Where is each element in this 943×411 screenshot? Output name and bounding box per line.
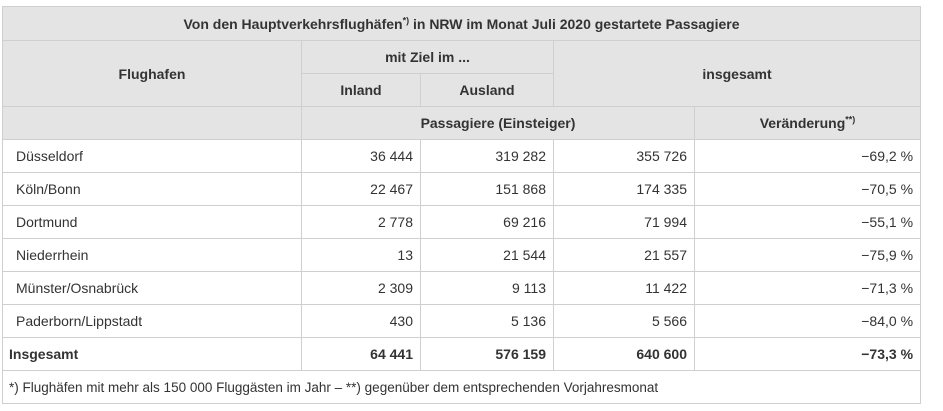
total-label: Insgesamt <box>2 337 302 371</box>
header-veraenderung-label: Veränderung <box>759 115 846 131</box>
table-row: Düsseldorf 36 444 319 282 355 726 −69,2 … <box>2 139 922 173</box>
total-inland: 64 441 <box>301 337 421 371</box>
title-footnote-mark: *) <box>402 14 410 25</box>
veraenderung-value: −71,3 % <box>693 271 922 305</box>
veraenderung-value: −75,9 % <box>693 238 922 272</box>
header-row-3: Passagiere (Einsteiger) Veränderung**) <box>2 106 922 140</box>
insgesamt-value: 11 422 <box>553 271 695 305</box>
header-veraenderung-footnote-mark: **) <box>845 114 856 125</box>
veraenderung-value: −84,0 % <box>693 304 922 338</box>
title-text-rest: in NRW im Monat Juli 2020 gestartete Pas… <box>409 15 740 32</box>
header-row-1: Flughafen mit Ziel im ... insgesamt <box>2 40 922 107</box>
footnote-row: *) Flughäfen mit mehr als 150 000 Fluggä… <box>1 370 922 404</box>
ausland-value: 9 113 <box>420 271 554 305</box>
title-text: Von den Hauptverkehrsflughäfen <box>183 15 403 32</box>
header-empty <box>2 106 302 140</box>
airport-name: Dortmund <box>2 205 302 239</box>
insgesamt-value: 21 557 <box>553 238 695 272</box>
veraenderung-value: −55,1 % <box>693 205 922 239</box>
airport-name: Köln/Bonn <box>2 172 302 206</box>
ausland-value: 21 544 <box>420 238 554 272</box>
table-row: Münster/Osnabrück 2 309 9 113 11 422 −71… <box>2 271 922 305</box>
airport-name: Niederrhein <box>2 238 302 272</box>
total-ausland: 576 159 <box>420 337 554 371</box>
inland-value: 430 <box>301 304 421 338</box>
veraenderung-value: −70,5 % <box>693 172 922 206</box>
table-row: Dortmund 2 778 69 216 71 994 −55,1 % <box>2 205 922 239</box>
ausland-value: 69 216 <box>420 205 554 239</box>
table-row: Niederrhein 13 21 544 21 557 −75,9 % <box>2 238 922 272</box>
ausland-value: 319 282 <box>420 139 554 173</box>
header-flughafen: Flughafen <box>2 40 302 107</box>
header-inland: Inland <box>301 73 421 107</box>
ausland-value: 151 868 <box>420 172 554 206</box>
total-veraenderung: −73,3 % <box>693 337 922 371</box>
header-passagiere: Passagiere (Einsteiger) <box>301 106 695 140</box>
inland-value: 13 <box>301 238 421 272</box>
airport-name: Düsseldorf <box>2 139 302 173</box>
passenger-table: Von den Hauptverkehrsflughäfen*) in NRW … <box>1 6 922 404</box>
inland-value: 36 444 <box>301 139 421 173</box>
airport-name: Münster/Osnabrück <box>2 271 302 305</box>
total-row: Insgesamt 64 441 576 159 640 600 −73,3 % <box>2 337 922 371</box>
header-mit-ziel: mit Ziel im ... <box>301 40 554 74</box>
insgesamt-value: 355 726 <box>553 139 695 173</box>
airport-name: Paderborn/Lippstadt <box>2 304 302 338</box>
veraenderung-value: −69,2 % <box>693 139 922 173</box>
insgesamt-value: 5 566 <box>553 304 695 338</box>
total-insgesamt: 640 600 <box>553 337 695 371</box>
footnote: *) Flughäfen mit mehr als 150 000 Fluggä… <box>1 370 922 404</box>
inland-value: 22 467 <box>301 172 421 206</box>
table-row: Köln/Bonn 22 467 151 868 174 335 −70,5 % <box>2 172 922 206</box>
header-veraenderung: Veränderung**) <box>693 106 922 140</box>
title-row: Von den Hauptverkehrsflughäfen*) in NRW … <box>1 6 922 41</box>
header-ausland: Ausland <box>420 73 554 107</box>
table-row: Paderborn/Lippstadt 430 5 136 5 566 −84,… <box>2 304 922 338</box>
insgesamt-value: 71 994 <box>553 205 695 239</box>
ausland-value: 5 136 <box>420 304 554 338</box>
table-title: Von den Hauptverkehrsflughäfen*) in NRW … <box>1 6 922 41</box>
header-insgesamt: insgesamt <box>552 40 922 107</box>
header-row-2: Inland Ausland <box>3 73 921 107</box>
inland-value: 2 309 <box>301 271 421 305</box>
inland-value: 2 778 <box>301 205 421 239</box>
insgesamt-value: 174 335 <box>553 172 695 206</box>
passenger-table-container: Von den Hauptverkehrsflughäfen*) in NRW … <box>1 6 922 404</box>
